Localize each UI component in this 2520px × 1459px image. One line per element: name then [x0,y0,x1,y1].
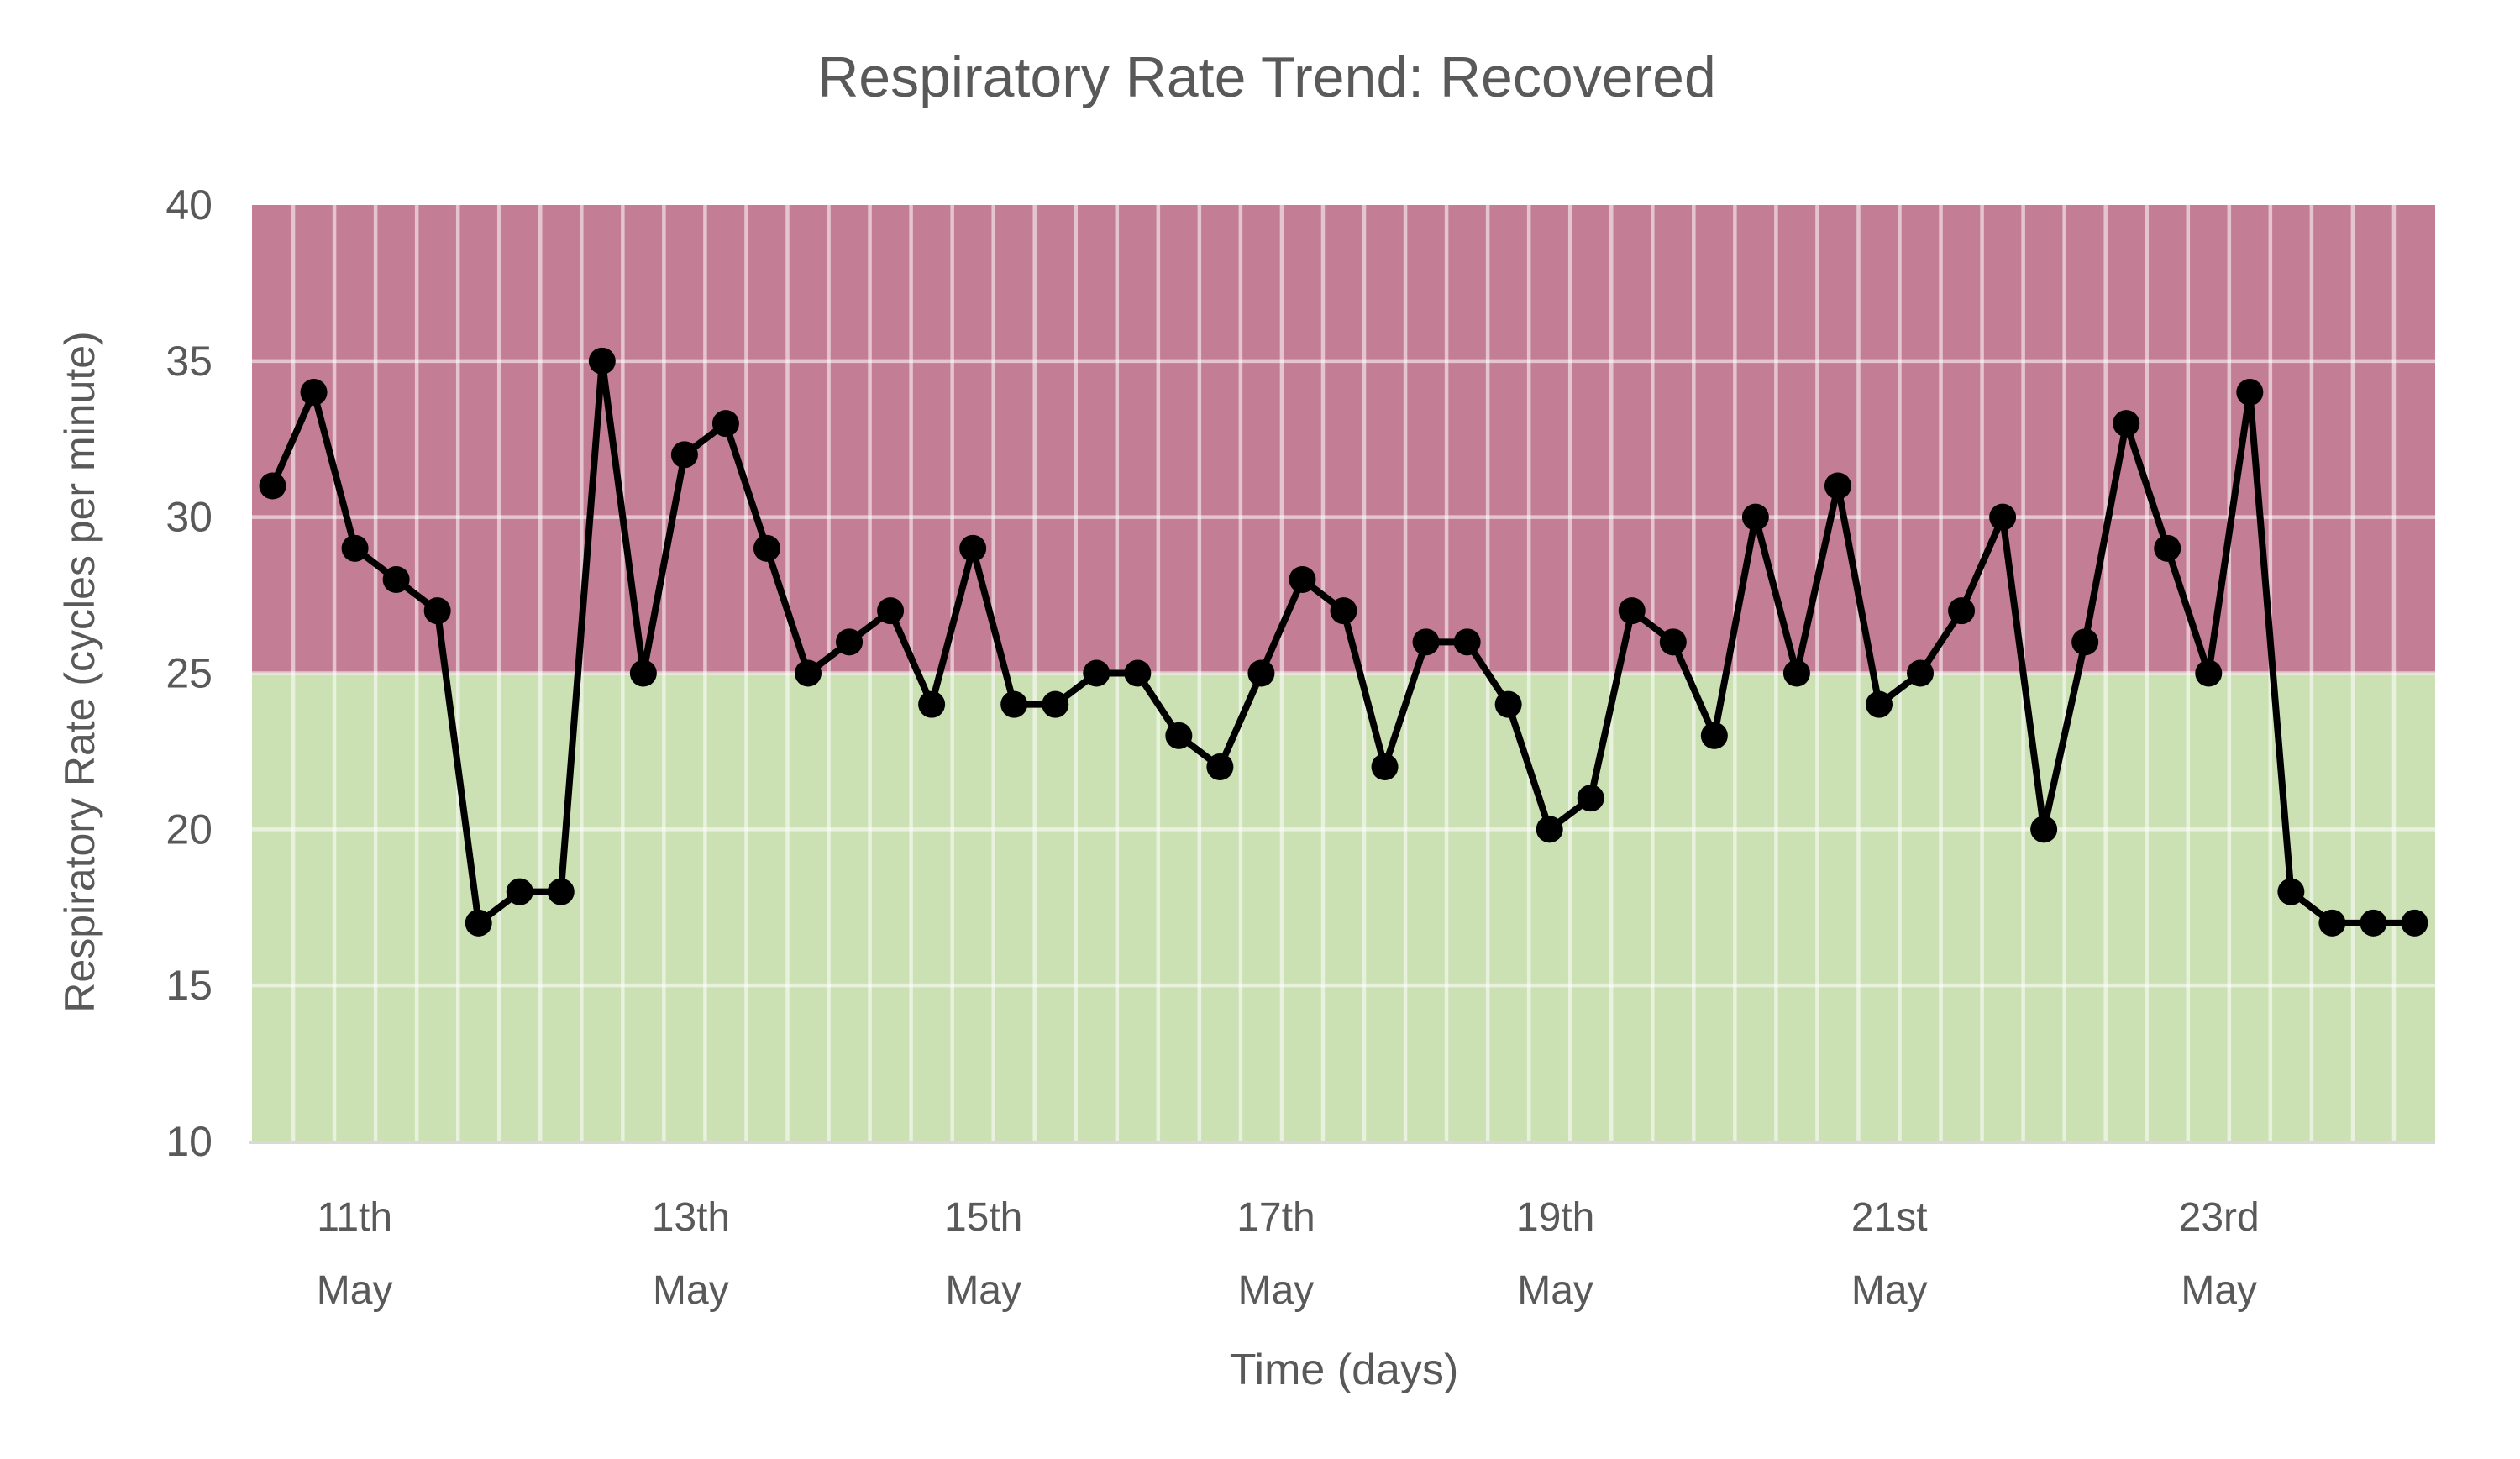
x-tick-label-day: 21st [1851,1195,1928,1240]
x-axis-tick-labels: 11th May 13th May 15th May 17th May 19th May 21st M… [317,1195,2260,1313]
data-point [1206,753,1234,780]
data-point [300,379,328,406]
y-tick-label: 35 [165,338,213,385]
x-tick-label-month: May [1517,1268,1593,1313]
x-tick-label-month: May [317,1268,393,1313]
data-point [1412,628,1440,656]
data-point [2401,909,2428,937]
y-tick-label: 40 [165,181,213,228]
data-point [1330,597,1357,625]
elevated-band [252,205,2435,674]
data-point [1989,503,2017,531]
data-point [1907,659,1935,687]
data-point [1577,785,1604,812]
data-point [1124,659,1152,687]
data-point [1741,503,1769,531]
x-tick-label-day: 23rd [2179,1195,2260,1240]
data-point [1948,597,1976,625]
x-tick-label-day: 19th [1516,1195,1594,1240]
data-point [877,597,905,625]
x-axis-title: Time (days) [1230,1346,1459,1394]
data-point [1000,690,1028,718]
y-axis-tick-labels: 40 35 30 25 20 15 10 [165,181,213,1165]
data-series [259,347,2428,937]
data-point [547,878,575,905]
data-point [1536,816,1563,843]
x-tick-label-month: May [653,1268,729,1313]
data-point [959,534,987,562]
x-tick-label-month: May [1238,1268,1315,1313]
data-point [1289,566,1316,593]
data-point [506,878,533,905]
data-point [1247,659,1275,687]
data-point [2318,909,2346,937]
data-point [2113,410,2140,438]
y-tick-label: 10 [165,1118,213,1165]
data-point [341,534,369,562]
data-point [2360,909,2387,937]
data-point [1165,722,1193,749]
y-tick-label: 20 [165,806,213,853]
data-point [2030,816,2058,843]
data-point [1042,690,1069,718]
plot-area [249,205,2435,1144]
x-tick-label-day: 17th [1236,1195,1315,1240]
data-point [588,347,616,375]
data-point [1083,659,1110,687]
data-point [259,472,286,500]
data-point [670,441,698,469]
data-point [918,690,946,718]
y-tick-label: 15 [165,962,213,1009]
data-point [2154,534,2181,562]
data-point [2071,628,2099,656]
x-tick-label-day: 15th [944,1195,1022,1240]
x-tick-label-day: 13th [652,1195,730,1240]
data-point [1659,628,1687,656]
data-point [1700,722,1728,749]
data-point [1824,472,1851,500]
data-point [1453,628,1481,656]
data-point [382,566,410,593]
data-point [836,628,864,656]
data-point [2195,659,2223,687]
data-point [711,410,739,438]
y-tick-label: 25 [165,650,213,697]
y-tick-label: 30 [165,494,213,541]
data-point [1494,690,1522,718]
data-point [1865,690,1893,718]
data-point [629,659,657,687]
normal-band [252,673,2435,1141]
data-point [423,597,451,625]
data-point [1618,597,1646,625]
data-point [753,534,780,562]
data-point [795,659,822,687]
data-point [1782,659,1810,687]
x-tick-label-month: May [1851,1268,1928,1313]
gridlines [252,205,2435,1141]
data-point [2236,379,2264,406]
x-tick-label-day: 11th [317,1195,392,1240]
data-point [2277,878,2305,905]
x-tick-label-month: May [945,1268,1021,1313]
x-tick-label-month: May [2181,1268,2257,1313]
y-axis-title: Respiratory Rate (cycles per minute) [56,331,103,1012]
data-point [1371,753,1399,780]
data-point [465,909,492,937]
chart-title: Respiratory Rate Trend: Recovered [817,45,1716,109]
